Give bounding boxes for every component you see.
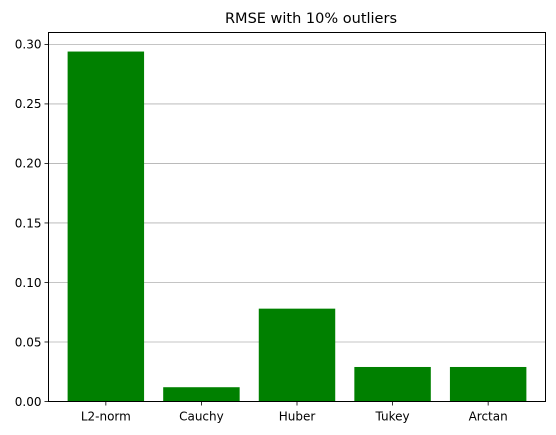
y-tick-label: 0.00: [15, 395, 42, 409]
y-tick-label: 0.15: [15, 216, 42, 230]
y-tick-label: 0.25: [15, 97, 42, 111]
y-tick-label: 0.20: [15, 157, 42, 171]
bar-huber: [259, 309, 335, 402]
bar-arctan: [450, 367, 526, 402]
bar-tukey: [354, 367, 430, 402]
chart-title: RMSE with 10% outliers: [225, 11, 397, 27]
x-axis: L2-norm Cauchy Huber Tukey Arctan: [81, 402, 508, 424]
y-tick-label: 0.10: [15, 276, 42, 290]
x-tick-label: Cauchy: [179, 410, 224, 424]
y-axis: 0.00 0.05 0.10 0.15 0.20 0.25 0.30: [15, 38, 49, 409]
bar-l2-norm: [68, 52, 144, 402]
x-tick-label: Arctan: [469, 410, 508, 424]
y-tick-label: 0.30: [15, 38, 42, 52]
x-tick-label: Huber: [279, 410, 316, 424]
y-tick-label: 0.05: [15, 335, 42, 349]
bar-cauchy: [163, 387, 239, 401]
x-tick-label: Tukey: [375, 410, 410, 424]
x-tick-label: L2-norm: [81, 410, 131, 424]
